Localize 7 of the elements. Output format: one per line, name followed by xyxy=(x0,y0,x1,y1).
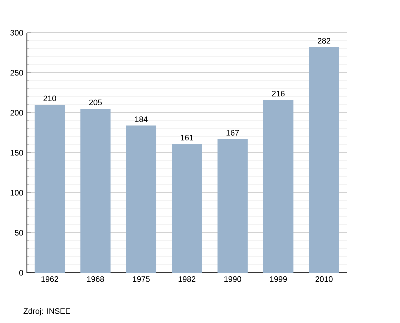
bar xyxy=(126,126,157,273)
bar xyxy=(172,144,202,273)
bar xyxy=(80,109,111,273)
bar xyxy=(263,100,294,273)
bar xyxy=(34,105,66,273)
bar xyxy=(309,47,340,273)
bar xyxy=(218,139,248,273)
